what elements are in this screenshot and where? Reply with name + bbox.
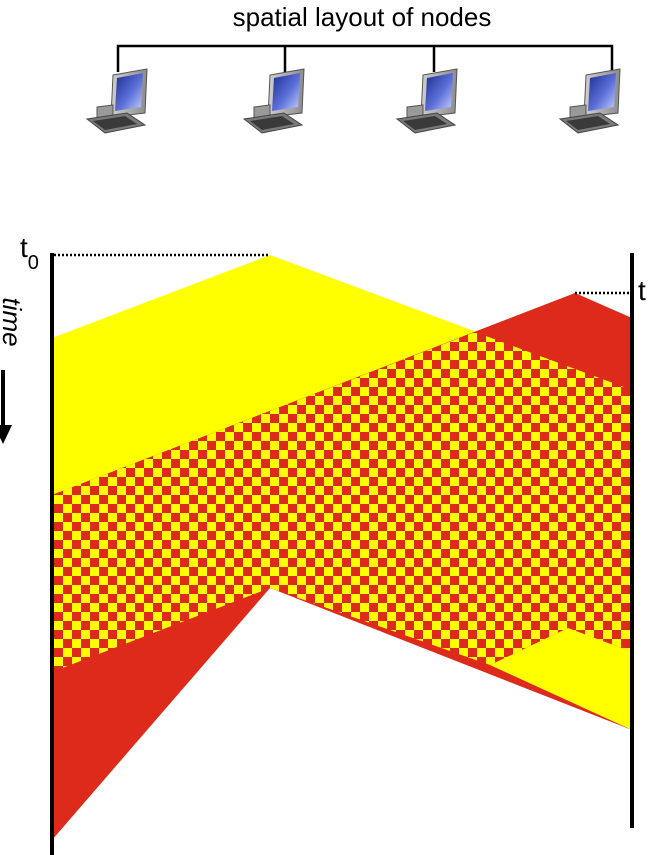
- layout-title: spatial layout of nodes: [233, 2, 492, 32]
- collision-region: [52, 332, 632, 672]
- t0-base: t: [20, 232, 28, 263]
- yellow-signal-lower: [490, 628, 632, 730]
- t1-base: t: [638, 275, 646, 306]
- bus-line: [116, 44, 614, 72]
- desktop-computer-icon: [395, 68, 458, 134]
- t0-label: t0: [20, 232, 39, 274]
- desktop-computer-icon: [558, 68, 621, 134]
- t0-subscript: 0: [28, 252, 39, 274]
- node-4: [558, 68, 621, 134]
- node-3: [395, 68, 458, 134]
- node-1: [85, 68, 148, 134]
- node-2: [242, 68, 305, 134]
- t1-label: t: [638, 275, 646, 306]
- time-arrow-icon: [0, 370, 12, 444]
- time-axis-label: time: [0, 297, 27, 346]
- desktop-computer-icon: [85, 68, 148, 134]
- desktop-computer-icon: [242, 68, 305, 134]
